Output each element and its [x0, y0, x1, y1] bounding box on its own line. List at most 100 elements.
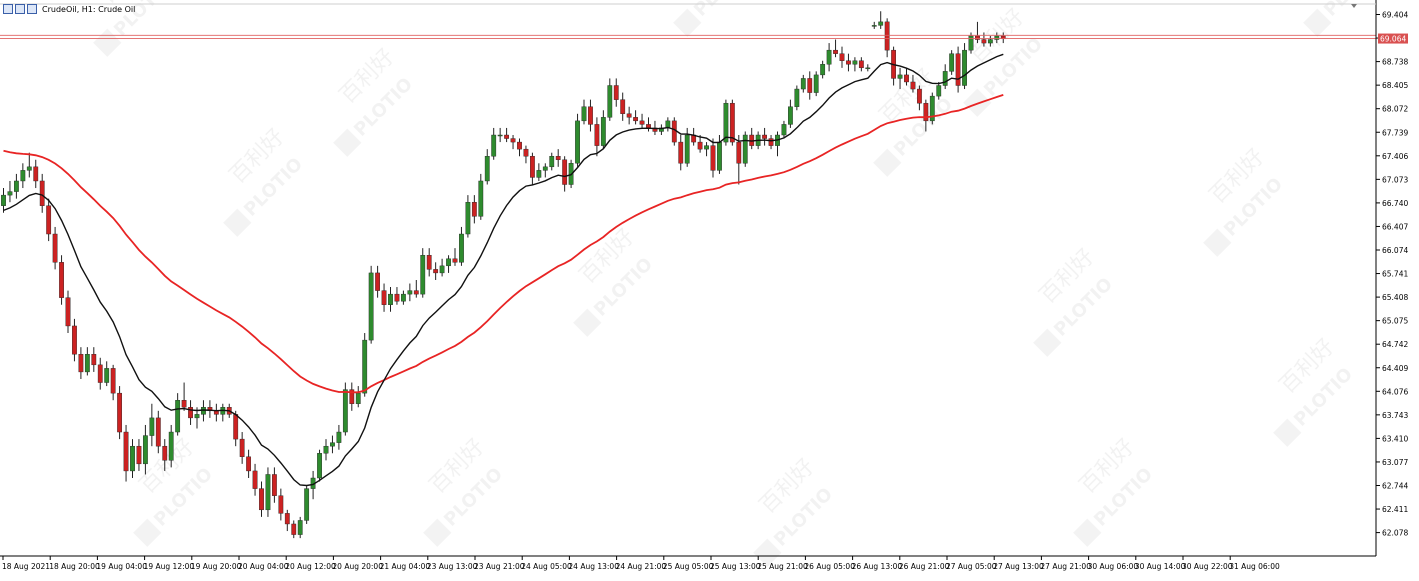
price-tick-label: 67.406 — [1382, 152, 1408, 161]
candle-body — [91, 354, 97, 366]
price-tick-label: 68.738 — [1382, 58, 1408, 67]
candle-body — [297, 520, 303, 535]
candle-body — [594, 124, 600, 146]
candle-body — [59, 262, 64, 298]
candle-body — [865, 67, 871, 70]
price-tick-label: 62.744 — [1382, 482, 1408, 491]
price-tick-label: 63.410 — [1382, 434, 1408, 443]
candle-body — [742, 134, 748, 164]
candle-body — [936, 85, 942, 97]
candle-body — [375, 272, 380, 291]
window-menu-icon[interactable] — [3, 4, 13, 14]
candle-body — [46, 205, 52, 235]
time-tick-label: 26 Aug 13:00 — [852, 562, 903, 571]
candle-body — [349, 389, 355, 404]
candle-body — [542, 166, 548, 171]
candle-body — [246, 456, 251, 472]
watermark-logo-icon — [1203, 228, 1232, 257]
time-tick-label: 21 Aug 04:00 — [380, 562, 431, 571]
candle-body — [233, 414, 239, 440]
time-tick-label: 25 Aug 05:00 — [663, 562, 714, 571]
candle-body — [381, 290, 387, 305]
candle-body — [420, 255, 426, 295]
candle-body — [355, 392, 361, 404]
time-tick-label: 25 Aug 21:00 — [757, 562, 808, 571]
candle-body — [413, 290, 419, 295]
time-tick-label: 24 Aug 21:00 — [616, 562, 667, 571]
price-tick-label: 67.073 — [1382, 175, 1408, 184]
time-tick-label: 18 Aug 2021 — [2, 562, 50, 571]
time-tick-label: 24 Aug 13:00 — [568, 562, 619, 571]
candle-body — [336, 431, 342, 443]
candle-body — [1, 194, 6, 206]
time-tick-label: 27 Aug 21:00 — [1040, 562, 1091, 571]
current-price-layer — [0, 34, 1376, 39]
candle-body — [342, 389, 348, 433]
candle-body — [813, 74, 819, 93]
time-tick-label: 18 Aug 20:00 — [49, 562, 100, 571]
price-tick-label: 65.075 — [1382, 317, 1408, 326]
candle-body — [968, 35, 974, 51]
candle-body — [994, 35, 1000, 40]
watermark-logo-icon — [1033, 328, 1062, 357]
candle-body — [142, 435, 148, 465]
candle-body — [762, 134, 768, 139]
candle-body — [65, 297, 71, 327]
candle-body — [252, 470, 258, 489]
candle-body — [20, 170, 26, 182]
candle-body — [600, 117, 606, 146]
shift-marker-icon — [1351, 4, 1357, 8]
trade-icon[interactable] — [27, 4, 37, 14]
candle-body — [626, 113, 632, 118]
candle-body — [620, 99, 626, 114]
candle-body — [291, 523, 297, 535]
candle-body — [678, 141, 684, 164]
candle-body — [575, 120, 580, 164]
candle-body — [471, 201, 477, 217]
time-tick-label: 26 Aug 21:00 — [899, 562, 950, 571]
candle-body — [517, 141, 522, 150]
candle-body — [426, 255, 432, 270]
time-tick-label: 19 Aug 20:00 — [191, 562, 242, 571]
candle-body — [162, 445, 168, 461]
time-tick-label: 27 Aug 05:00 — [946, 562, 997, 571]
price-tick-label: 66.407 — [1382, 222, 1408, 231]
candle-body — [613, 85, 619, 100]
candle-body — [33, 166, 39, 182]
time-tick-label: 26 Aug 05:00 — [804, 562, 855, 571]
candle-body — [484, 156, 490, 182]
candle-body — [7, 191, 13, 196]
candle-body — [491, 134, 497, 157]
candle-body — [523, 148, 529, 157]
candle-body — [981, 39, 987, 44]
watermark-logo-icon — [1273, 418, 1302, 447]
time-tick-label: 30 Aug 14:00 — [1135, 562, 1186, 571]
indicator-list-icon[interactable] — [15, 4, 25, 14]
price-tick-label: 68.405 — [1382, 81, 1408, 90]
candle-body — [549, 156, 555, 168]
candle-body — [723, 102, 729, 143]
price-tick-label: 64.409 — [1382, 364, 1408, 373]
candle-body — [78, 354, 84, 373]
candle-body — [39, 180, 45, 206]
candle-body — [26, 166, 32, 171]
candle-body — [807, 78, 813, 93]
current-price-tag: 69.064 — [1378, 33, 1408, 44]
candle-body — [52, 233, 58, 263]
candle-body — [446, 258, 451, 267]
candle-body — [13, 180, 19, 192]
candle-body — [646, 124, 651, 129]
candle-body — [871, 25, 877, 27]
candle-body — [729, 102, 735, 143]
price-tick-label: 66.740 — [1382, 199, 1408, 208]
watermark-logo-icon — [333, 128, 362, 157]
price-tick-label: 65.408 — [1382, 293, 1408, 302]
time-tick-label: 30 Aug 06:00 — [1088, 562, 1139, 571]
candle-body — [717, 141, 722, 171]
candle-body — [278, 495, 284, 514]
candle-body — [639, 120, 645, 125]
candle-body — [117, 392, 123, 433]
candle-body — [955, 53, 961, 86]
time-tick-label: 27 Aug 13:00 — [993, 562, 1044, 571]
